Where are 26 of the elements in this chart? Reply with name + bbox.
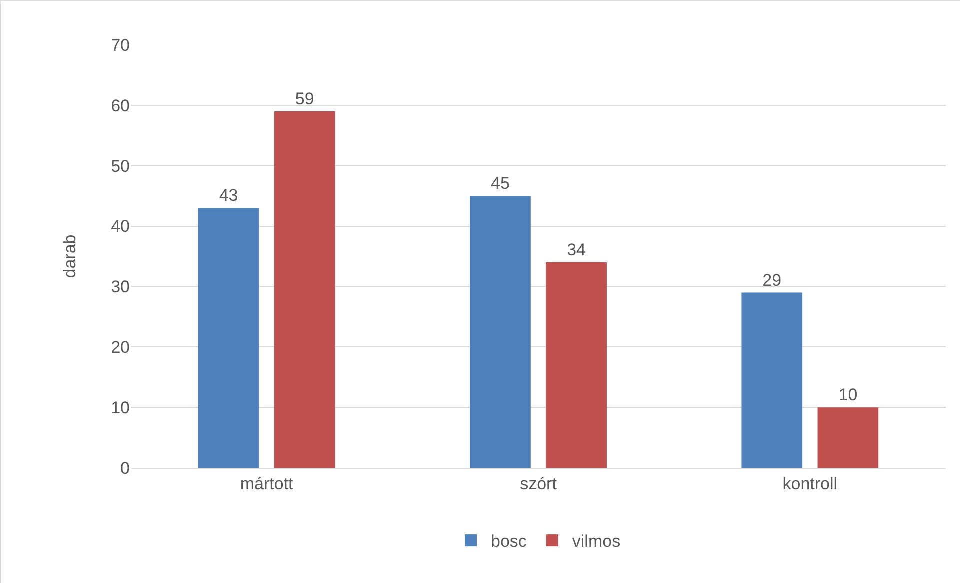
y-tick-label: 10 <box>111 398 130 418</box>
x-tick-label: szórt <box>520 474 558 494</box>
y-tick-label: 50 <box>111 156 130 176</box>
y-tick-label: 30 <box>111 278 130 297</box>
y-axis-title: darab <box>60 234 80 278</box>
data-label: 43 <box>219 186 238 206</box>
y-tick-label: 0 <box>120 458 130 478</box>
bar <box>546 262 607 468</box>
legend-label: bosc <box>491 532 528 552</box>
legend-label: vilmos <box>572 532 621 552</box>
bar <box>274 111 336 468</box>
data-label: 45 <box>491 174 510 194</box>
data-label: 34 <box>567 240 586 260</box>
data-label: 59 <box>295 89 314 108</box>
x-tick-label: kontroll <box>782 474 838 494</box>
bar <box>198 208 260 468</box>
y-tick-label: 70 <box>111 36 130 55</box>
y-tick-label: 20 <box>111 338 130 358</box>
bar <box>742 292 803 468</box>
x-tick-label: mártott <box>240 474 294 494</box>
y-tick-label: 60 <box>111 96 130 116</box>
bar <box>470 196 531 468</box>
data-label: 10 <box>838 386 858 405</box>
data-label: 29 <box>762 270 782 290</box>
y-tick-label: 40 <box>111 217 130 236</box>
bar <box>818 408 879 468</box>
